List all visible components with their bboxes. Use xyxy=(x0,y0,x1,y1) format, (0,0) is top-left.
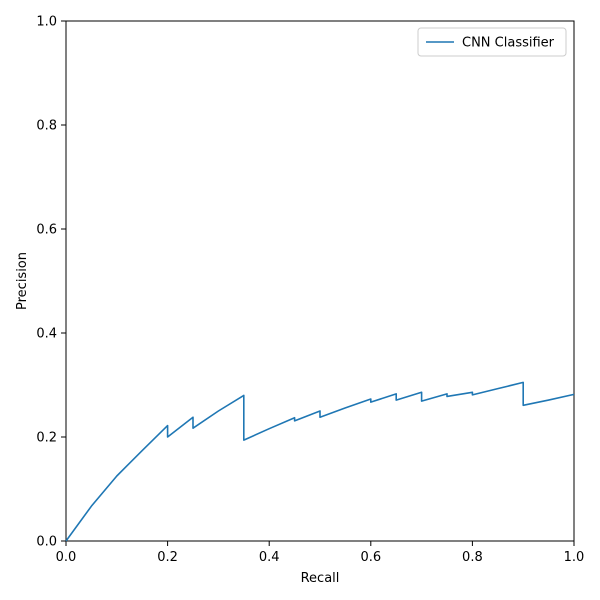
series-line-cnn-classifier xyxy=(65,381,575,542)
y-axis-ticks: 0.0 0.2 0.4 0.6 0.8 1.0 xyxy=(36,15,66,550)
y-tick-label: 0.2 xyxy=(36,431,57,446)
y-axis-label: Precision xyxy=(15,252,30,310)
x-tick-label: 0.6 xyxy=(360,550,381,565)
y-tick-label: 0.8 xyxy=(36,119,57,134)
x-axis-label: Recall xyxy=(301,571,340,586)
plot-area xyxy=(65,20,575,542)
x-tick-label: 0.4 xyxy=(259,550,280,565)
legend: CNN Classifier xyxy=(417,27,567,57)
y-tick-label: 0.0 xyxy=(36,535,57,550)
legend-label-cnn-classifier: CNN Classifier xyxy=(462,36,555,51)
y-tick-label: 0.4 xyxy=(36,327,57,342)
plot-frame xyxy=(65,20,575,542)
y-tick-label: 0.6 xyxy=(36,223,57,238)
x-tick-label: 0.8 xyxy=(462,550,483,565)
x-tick-label: 1.0 xyxy=(564,550,585,565)
x-tick-label: 0.0 xyxy=(56,550,77,565)
y-tick-label: 1.0 xyxy=(36,15,57,30)
legend-box xyxy=(417,27,567,57)
x-axis-ticks: 0.0 0.2 0.4 0.6 0.8 1.0 xyxy=(56,541,585,565)
x-tick-label: 0.2 xyxy=(157,550,178,565)
